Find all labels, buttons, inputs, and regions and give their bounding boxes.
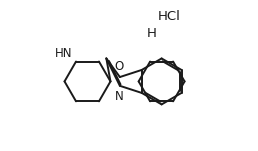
Text: HCl: HCl [158, 10, 181, 23]
Text: H: H [146, 27, 156, 40]
Text: N: N [115, 90, 124, 103]
Text: O: O [115, 60, 124, 73]
Text: HN: HN [55, 47, 72, 60]
